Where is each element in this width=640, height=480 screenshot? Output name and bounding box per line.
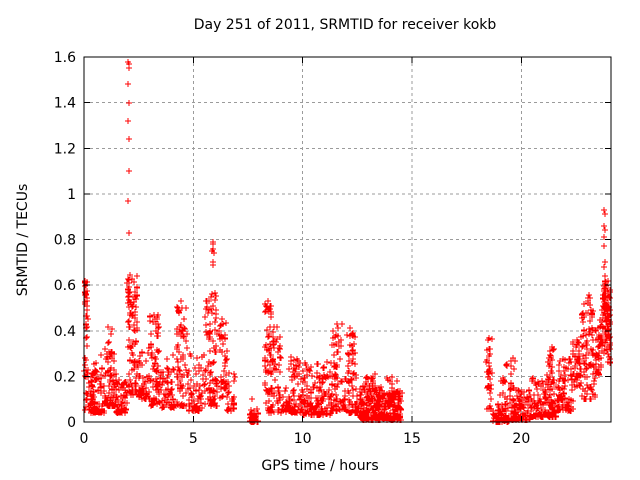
x-tick-label: 0 [80,431,89,447]
x-tick-label: 15 [403,431,421,447]
y-axis-label: SRMTID / TECUs [15,184,31,297]
x-axis-label: GPS time / hours [261,458,378,474]
y-tick-label: 1.4 [54,96,76,112]
x-tick-label: 20 [512,431,530,447]
scatter-plus-markers [81,59,613,425]
x-tick-label: 5 [189,431,198,447]
y-tick-label: 1.6 [54,50,76,66]
x-tick-label: 10 [294,431,312,447]
y-tick-label: 1.2 [54,141,76,157]
y-tick-label: 0.6 [54,278,76,294]
tick-labels: 0 5 10 15 20 0 0.2 0.4 0.6 0.8 1 1.2 1.4 1.6 [54,50,531,447]
y-tick-label: 0.8 [54,233,76,249]
plot-frame [83,56,612,423]
grid-lines [84,57,611,422]
scatter-points [81,59,613,425]
y-tick-label: 0.4 [54,324,76,340]
y-tick-label: 1 [67,187,76,203]
tick-marks [83,56,611,423]
y-tick-label: 0.2 [54,369,76,385]
y-tick-label: 0 [67,415,76,431]
chart-title: Day 251 of 2011, SRMTID for receiver kok… [194,17,497,33]
